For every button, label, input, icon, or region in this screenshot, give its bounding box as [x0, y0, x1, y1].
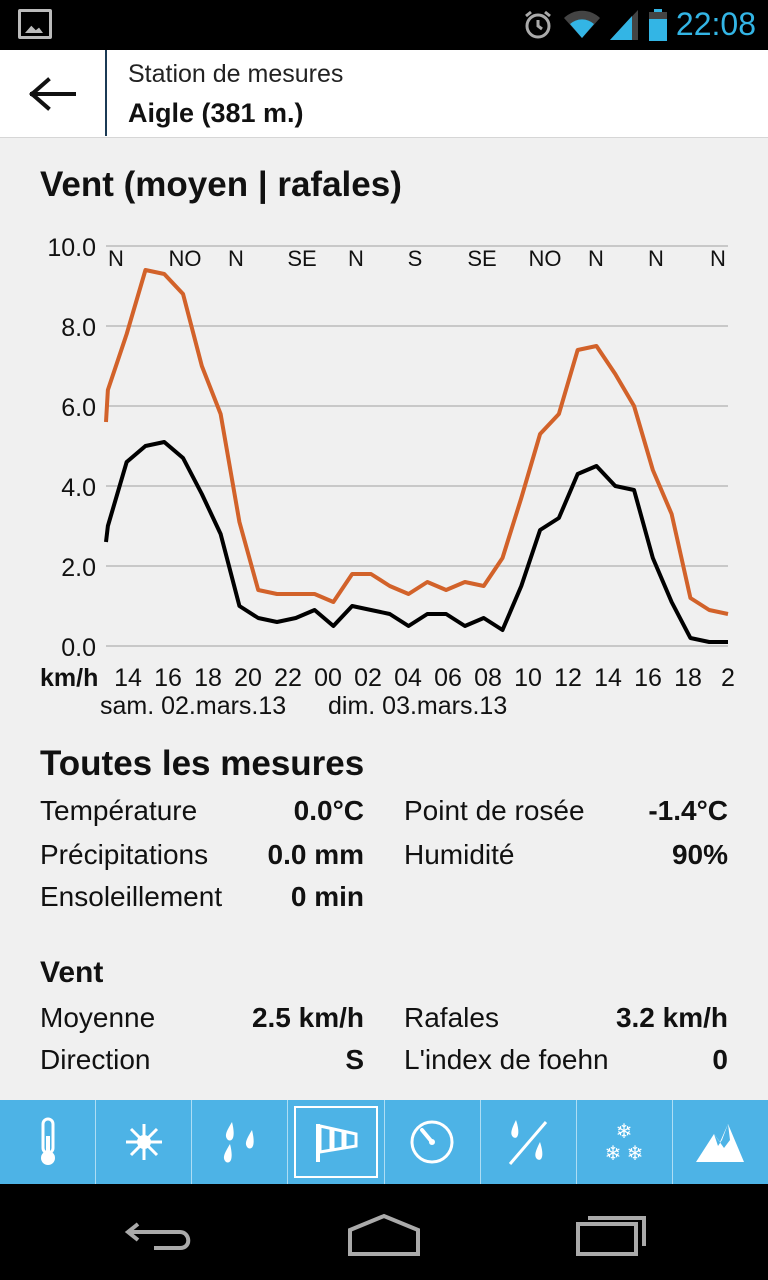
sunshine-tab[interactable]	[96, 1100, 193, 1184]
pressure-tab[interactable]	[385, 1100, 481, 1184]
wind-chart: 10.0 8.0 6.0 4.0 2.0 0.0 N NO N SE N S SE NO N N N km/h…	[40, 234, 735, 720]
y-tick-label: 6.0	[61, 394, 96, 422]
wind-mean-value: 2.5 km/h	[251, 1002, 364, 1033]
wind-tab[interactable]	[288, 1100, 385, 1184]
back-arrow-icon[interactable]	[28, 74, 78, 114]
x-tick-label: 16	[154, 664, 182, 692]
x-tick-label: 04	[394, 664, 422, 692]
app-bar: Station de mesures Aigle (381 m.)	[0, 50, 768, 138]
temperature-label: Température	[40, 795, 198, 826]
direction-label: N	[348, 246, 364, 271]
direction-label: SE	[467, 246, 496, 271]
direction-label: SE	[287, 246, 316, 271]
sunshine-label: Ensoleillement	[40, 881, 223, 912]
wind-direction-value: S	[345, 1044, 364, 1075]
direction-label: N	[588, 246, 604, 271]
x-tick-label: 10	[514, 664, 542, 692]
x-tick-label: 18	[194, 664, 222, 692]
x-tick-label: 16	[634, 664, 662, 692]
foehn-value: 0	[712, 1044, 728, 1075]
sun-icon	[125, 1124, 162, 1160]
svg-text:❄: ❄	[627, 1143, 644, 1165]
x-tick-label: 00	[314, 664, 342, 692]
snow-tab[interactable]: ❄ ❄ ❄	[577, 1100, 673, 1184]
precipitation-value: 0.0 mm	[267, 839, 365, 870]
alarm-icon	[525, 10, 551, 39]
snowflakes-icon: ❄ ❄ ❄	[605, 1121, 644, 1165]
windsock-icon	[315, 1124, 358, 1162]
temperature-tab[interactable]	[0, 1100, 97, 1184]
wind-tab-selected-frame	[293, 1106, 378, 1178]
x-tick-label: 14	[594, 664, 622, 692]
dewpoint-label: Point de rosée	[404, 795, 585, 826]
y-tick-label: 10.0	[47, 234, 96, 262]
direction-label: NO	[169, 246, 202, 271]
svg-text:❄: ❄	[605, 1143, 622, 1165]
wind-gust-value: 3.2 km/h	[615, 1002, 728, 1033]
y-tick-label: 8.0	[61, 314, 96, 342]
back-nav-icon[interactable]	[124, 1216, 196, 1256]
y-tick-label: 0.0	[61, 634, 96, 662]
recent-apps-nav-icon[interactable]	[574, 1210, 648, 1258]
thermometer-icon	[40, 1117, 55, 1165]
signal-icon	[610, 10, 638, 40]
wind-mean-label: Moyenne	[40, 1002, 156, 1033]
wind-gust-label: Rafales	[404, 1002, 499, 1033]
home-nav-icon[interactable]	[346, 1212, 422, 1258]
direction-label: N	[710, 246, 726, 271]
direction-label: S	[408, 246, 423, 271]
direction-label: N	[648, 246, 664, 271]
gauge-icon	[410, 1120, 454, 1164]
appbar-divider	[105, 50, 107, 136]
series-line-1	[104, 268, 729, 616]
svg-text:❄: ❄	[616, 1121, 633, 1143]
humidity-icon	[509, 1120, 548, 1165]
foehn-tab[interactable]	[673, 1100, 768, 1184]
series-line-2	[104, 440, 728, 644]
precipitation-tab[interactable]	[192, 1100, 289, 1184]
direction-label: N	[228, 246, 244, 271]
sunshine-value: 0 min	[290, 881, 364, 912]
x-tick-label: 18	[674, 664, 702, 692]
date-label: sam. 02.mars.13	[100, 692, 286, 720]
clock: 22:08	[675, 6, 756, 42]
foehn-label: L'index de foehn	[404, 1044, 609, 1075]
date-label: dim. 03.mars.13	[328, 692, 507, 720]
x-tick-label: 08	[474, 664, 502, 692]
humidity-tab[interactable]	[481, 1100, 577, 1184]
humidity-value: 90%	[671, 839, 728, 870]
direction-label: N	[108, 246, 124, 271]
station-title: Aigle (381 m.)	[128, 98, 304, 128]
x-tick-label: 14	[114, 664, 142, 692]
measurements-title: Toutes les mesures	[40, 744, 365, 783]
system-nav-bar	[0, 1184, 768, 1280]
wind-heading: Vent	[40, 956, 104, 989]
wind-chart-title: Vent (moyen | rafales)	[40, 165, 402, 204]
station-subtitle: Station de mesures	[128, 60, 344, 88]
precipitation-label: Précipitations	[40, 839, 209, 870]
x-tick-label: 2	[721, 664, 735, 692]
status-bar: 22:08	[0, 0, 768, 50]
humidity-label: Humidité	[404, 839, 515, 870]
y-unit-label: km/h	[40, 664, 98, 692]
wind-direction-label: Direction	[40, 1044, 151, 1075]
x-tick-label: 12	[554, 664, 582, 692]
x-tick-label: 22	[274, 664, 302, 692]
direction-label: NO	[529, 246, 562, 271]
temperature-value: 0.0°C	[293, 795, 364, 826]
category-tab-bar: ❄ ❄ ❄	[0, 1100, 768, 1184]
x-tick-label: 06	[434, 664, 462, 692]
mountain-icon	[696, 1124, 745, 1162]
dewpoint-value: -1.4°C	[648, 795, 728, 826]
x-tick-label: 20	[234, 664, 262, 692]
wifi-icon	[564, 10, 600, 39]
raindrops-icon	[223, 1122, 254, 1163]
battery-icon	[649, 9, 667, 41]
x-tick-label: 02	[354, 664, 382, 692]
y-tick-label: 4.0	[61, 474, 96, 502]
image-icon	[18, 9, 52, 39]
y-tick-label: 2.0	[61, 554, 96, 582]
